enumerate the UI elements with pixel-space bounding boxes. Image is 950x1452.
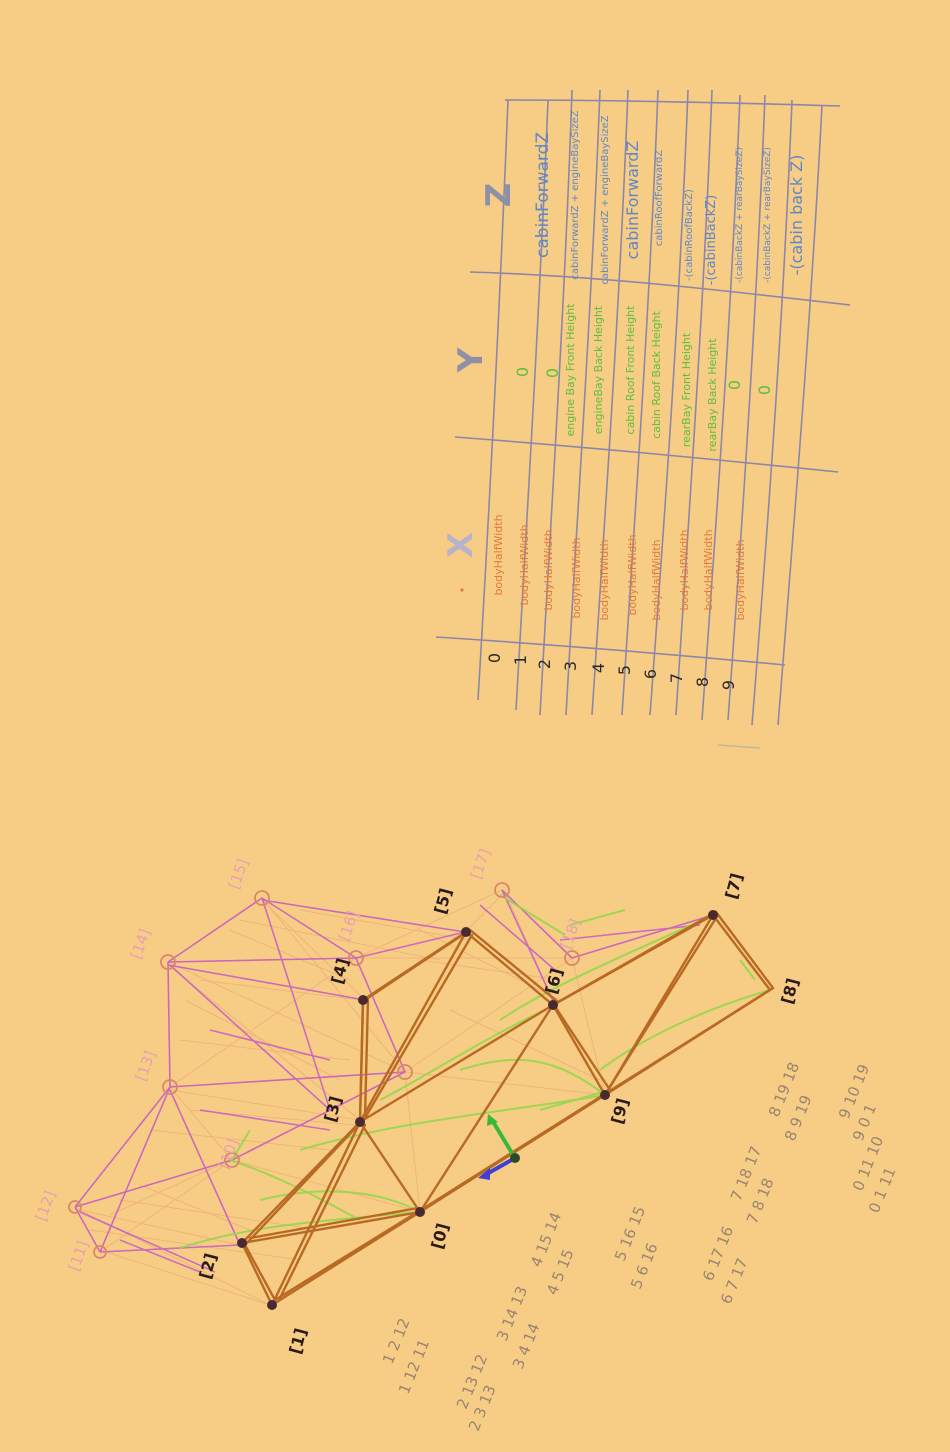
header-z: Z: [479, 183, 519, 208]
cell-x: bodyHalfWidth: [492, 514, 505, 595]
label-node-2: [2]: [196, 1251, 221, 1281]
label-node-18: [18]: [557, 916, 584, 951]
label-node-7: [7]: [722, 871, 747, 901]
cell-y: cabin Roof Front Height: [624, 305, 637, 435]
cell-z: cabinRoofForwardZ: [654, 150, 665, 247]
label-node-11: [11]: [65, 1238, 92, 1273]
table-grid: [435, 89, 851, 726]
row-index: 0: [485, 653, 504, 663]
row-index: 4: [589, 663, 608, 673]
label-node-1: [1]: [286, 1326, 311, 1356]
cell-x: bodyHalfWidth: [734, 539, 747, 620]
label-node-3: [3]: [321, 1094, 346, 1124]
cell-x: bodyHalfWidth: [598, 539, 611, 620]
label-node-9: [9]: [608, 1096, 633, 1126]
row-index: 5: [615, 665, 634, 675]
cell-z: -(cabinBackZ + rearBaySizeZ): [763, 147, 773, 283]
row-index: 7: [667, 673, 686, 683]
cell-x: bodyHalfWidth: [702, 529, 715, 610]
triangle-list: 1 2 12 1 12 11 2 13 12 2 3 13 3 14 13 3 …: [379, 1060, 900, 1434]
label-node-14: [14]: [127, 926, 154, 961]
green-arrows: [179, 894, 771, 1249]
label-node-10a: [10]: [215, 1136, 242, 1171]
cell-y: engineBay Back Height: [592, 305, 605, 434]
cell-y: 0: [725, 380, 744, 390]
row-index: 3: [561, 661, 580, 671]
node-14: [160, 954, 176, 970]
row-index: 6: [641, 669, 660, 679]
node-4: [358, 995, 368, 1005]
row-index: 2: [535, 659, 554, 669]
cell-x: bodyHalfWidth: [650, 539, 663, 620]
header-x: X: [441, 532, 481, 558]
node-12: [68, 1200, 82, 1214]
cell-x: bodyHalfWidth: [626, 534, 639, 615]
cell-y: engine Bay Front Height: [564, 303, 577, 437]
node-2: [237, 1238, 247, 1248]
node-17: [494, 882, 510, 898]
cell-y: 0: [543, 368, 562, 378]
node-19: [397, 1064, 413, 1080]
cell-z: cabinForwardZ + engineBaySizeZ: [600, 115, 611, 284]
row-index: 8: [693, 677, 712, 687]
label-node-13: [13]: [132, 1048, 159, 1083]
cell-y: rearBay Back Height: [706, 338, 719, 452]
cell-z: cabinForwardZ: [533, 132, 553, 258]
cell-x: bodyHalfWidth: [518, 524, 531, 605]
label-node-15: [15]: [225, 856, 252, 891]
label-node-12: [12]: [32, 1188, 59, 1223]
car-body-mesh: [11] [12] [13] [14] [15] [16] [17] [18] …: [32, 846, 803, 1356]
front-nodes: [237, 910, 718, 1310]
back-nodes: [68, 882, 580, 1259]
node-18: [564, 950, 580, 966]
cell-z: cabinForwardZ: [623, 141, 642, 260]
node-15: [254, 890, 270, 906]
node-6: [548, 1000, 558, 1010]
vertex-table: Z Y X 0 bodyHalfWidth 0 cabinForwardZ 1 …: [435, 89, 851, 749]
label-node-8: [8]: [778, 976, 803, 1006]
node-9: [600, 1090, 610, 1100]
cell-z: -(cabinRoofBackZ): [684, 189, 695, 281]
cell-y: 0: [755, 385, 774, 395]
label-node-6: [6]: [542, 966, 567, 996]
stray-mark: [717, 744, 761, 749]
node-10a: [224, 1152, 240, 1168]
cell-x: bodyHalfWidth: [542, 529, 555, 610]
node-13: [162, 1079, 178, 1095]
cell-z: cabinForwardZ + engineBaySizeZ: [570, 110, 581, 279]
node-1: [267, 1300, 277, 1310]
label-node-4: [4]: [328, 956, 353, 986]
cell-x: bodyHalfWidth: [570, 537, 583, 618]
header-y: Y: [451, 347, 491, 373]
cell-y: cabin Roof Back Height: [650, 310, 663, 439]
cell-z: -(cabinBackZ): [704, 195, 719, 286]
cell-z: -(cabin back Z): [787, 155, 806, 276]
cell-y: 0: [513, 367, 532, 377]
label-node-5: [5]: [431, 886, 456, 916]
node-3: [355, 1117, 365, 1127]
axis-arrows: [478, 1114, 520, 1180]
row-index: 1: [511, 655, 530, 665]
back-face-arrows: [74, 889, 714, 1273]
label-node-17: [17]: [467, 846, 494, 881]
node-5: [461, 927, 471, 937]
cell-z: -(cabinBackZ + rearBaySizeZ): [735, 147, 745, 283]
cell-y: rearBay Front Height: [680, 332, 693, 447]
cell-x: bodyHalfWidth: [678, 529, 691, 610]
node-11: [93, 1245, 107, 1259]
stray-dot: [460, 588, 464, 592]
node-16: [348, 950, 364, 966]
label-node-0: [0]: [428, 1221, 453, 1251]
label-node-16: [16]: [335, 908, 362, 943]
node-0: [415, 1207, 425, 1217]
node-7: [708, 910, 718, 920]
row-index: 9: [719, 680, 738, 690]
